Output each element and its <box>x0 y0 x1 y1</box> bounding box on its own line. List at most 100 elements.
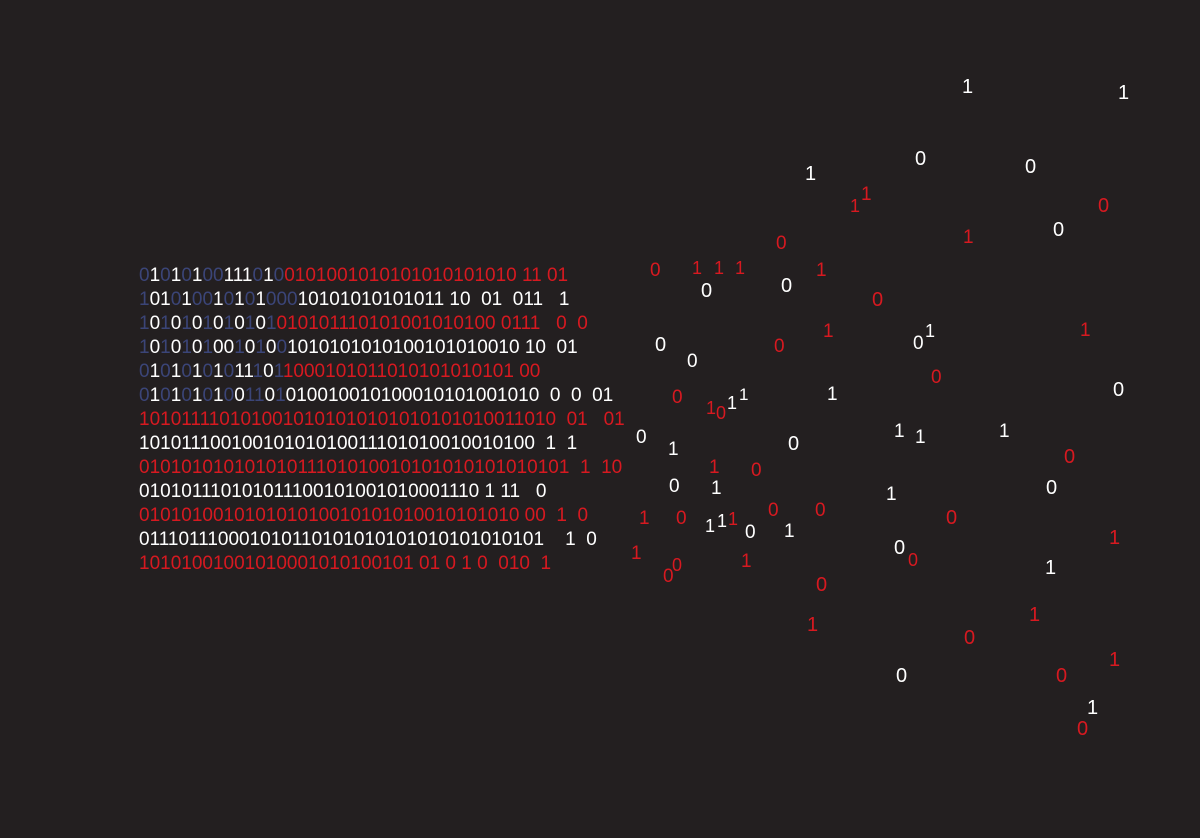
binary-segment: 0 <box>191 313 203 334</box>
binary-segment: 0 <box>223 385 235 406</box>
binary-segment: 1 <box>160 337 171 358</box>
binary-segment: 111 <box>223 265 253 286</box>
binary-segment: 0 <box>234 385 245 406</box>
scattered-digit: 0 <box>896 665 908 687</box>
binary-segment: 0 <box>139 385 150 406</box>
binary-segment: 1 <box>139 313 150 334</box>
binary-segment: 0 <box>202 361 214 382</box>
binary-segment: 1 <box>275 385 286 406</box>
binary-segment: 0 <box>149 337 161 358</box>
binary-segment: 0 <box>170 313 182 334</box>
binary-row: 01010101001101010010010100010101001010 0… <box>139 386 613 405</box>
scattered-digit: 0 <box>650 260 661 281</box>
binary-row: 010101010111011000101011010101010101 00 <box>139 362 540 381</box>
scattered-digit: 1 <box>805 163 817 185</box>
binary-segment: 00 <box>213 337 235 358</box>
binary-segment: 1 <box>181 289 192 310</box>
binary-segment: 0 <box>160 265 171 286</box>
binary-segment: 010101110101001010100 0111 0 0 <box>276 313 588 334</box>
binary-row: 010101001110100101001010101010101010 11 … <box>139 266 568 285</box>
scattered-digit: 1 <box>963 227 974 248</box>
scattered-digit: 1 <box>962 76 974 98</box>
binary-segment: 1 <box>191 361 203 382</box>
binary-segment: 1 <box>139 289 150 310</box>
binary-segment: 1010101010100101010010 10 01 <box>287 337 578 358</box>
scattered-digit: 1 <box>714 258 725 278</box>
binary-segment: 0 <box>234 313 245 334</box>
scattered-digit: 0 <box>781 275 793 297</box>
scattered-digit: 0 <box>676 508 687 529</box>
binary-segment: 1 <box>213 289 224 310</box>
binary-segment: 011101110001010110101010101010101010101 … <box>139 529 597 550</box>
scattered-digit: 0 <box>701 280 713 302</box>
scattered-digit: 0 <box>669 476 680 497</box>
binary-segment: 0 <box>273 265 285 286</box>
binary-segment: 1 <box>139 337 150 358</box>
scattered-digit: 0 <box>964 627 976 649</box>
scattered-digit: 0 <box>1053 219 1065 241</box>
binary-segment: 0 <box>223 361 235 382</box>
binary-segment: 1010111101010010101010101010101010011010… <box>139 409 625 430</box>
scattered-digit: 1 <box>1109 527 1121 549</box>
scattered-digit: 0 <box>946 507 958 529</box>
binary-segment: 0 <box>223 289 235 310</box>
scattered-digit: 0 <box>872 289 884 311</box>
binary-segment: 0 <box>202 385 214 406</box>
binary-row: 10101001001010001010100101 01 0 1 0 010 … <box>139 554 551 573</box>
binary-segment: 0 <box>213 313 224 334</box>
binary-segment: 10101110010010101010011101010010010100 1… <box>139 433 578 454</box>
binary-segment: 10101001001010001010100101 01 0 1 0 010 … <box>139 553 552 574</box>
binary-segment: 0 <box>170 289 182 310</box>
binary-segment: 0 <box>181 385 192 406</box>
scattered-digit: 0 <box>931 367 942 388</box>
binary-row: 010101001010101010010101010010101010 00 … <box>139 506 588 525</box>
scattered-digit: 1 <box>711 478 722 499</box>
binary-segment: 0 <box>181 265 192 286</box>
binary-segment: 0 <box>149 313 161 334</box>
binary-segment: 1 <box>213 361 224 382</box>
scattered-digit: 1 <box>894 421 905 442</box>
binary-segment: 00 <box>202 265 224 286</box>
scattered-digit: 1 <box>639 508 650 529</box>
scattered-digit: 1 <box>709 457 720 478</box>
binary-segment: 1 <box>263 265 274 286</box>
scattered-digit: 1 <box>807 614 819 636</box>
binary-segment: 0 <box>244 289 256 310</box>
binary-segment: 0 <box>170 337 182 358</box>
binary-segment: 1 <box>149 385 161 406</box>
scattered-digit: 1 <box>668 439 679 460</box>
scattered-digit: 0 <box>1064 446 1076 468</box>
binary-segment: 10101010101011 10 01 011 1 <box>297 289 570 310</box>
scattered-digit: 0 <box>908 550 919 570</box>
scattered-digit: 0 <box>636 427 647 448</box>
scattered-digit: 1 <box>741 551 752 572</box>
binary-segment: 1 <box>149 361 161 382</box>
scattered-digit: 0 <box>672 555 683 575</box>
binary-segment: 1 <box>149 265 161 286</box>
binary-segment: 1 <box>255 337 266 358</box>
scattered-digit: 0 <box>815 500 826 521</box>
scattered-digit: 0 <box>1025 156 1037 178</box>
scattered-digit: 1 <box>727 393 738 413</box>
binary-row: 10101110010010101010011101010010010100 1… <box>139 434 577 453</box>
scattered-digit: 1 <box>717 511 728 531</box>
scattered-digit: 1 <box>1080 320 1091 341</box>
binary-segment: 010101001010101010010101010010101010 00 … <box>139 505 589 526</box>
scattered-digit: 0 <box>672 387 683 408</box>
binary-segment: 1 <box>213 385 224 406</box>
scattered-digit: 1 <box>1118 82 1130 104</box>
binary-segment: 0101010101010101110101001010101010101010… <box>139 457 623 478</box>
scattered-digit: 0 <box>687 351 698 372</box>
binary-segment: 1 <box>252 361 264 382</box>
scattered-digit: 1 <box>925 321 936 341</box>
binary-segment: 0 <box>191 337 203 358</box>
scattered-digit: 1 <box>706 398 717 418</box>
binary-row: 010101110101011100101001010001110 1 11 0 <box>139 482 547 501</box>
binary-segment: 1 <box>181 313 192 334</box>
binary-segment: 0 <box>252 265 264 286</box>
binary-segment: 1 <box>170 361 182 382</box>
binary-row: 1010111101010010101010101010101010011010… <box>139 410 625 429</box>
binary-segment: 1000101011010101010101 00 <box>282 361 541 382</box>
binary-row: 101010100101001010101010100101010010 10 … <box>139 338 578 357</box>
